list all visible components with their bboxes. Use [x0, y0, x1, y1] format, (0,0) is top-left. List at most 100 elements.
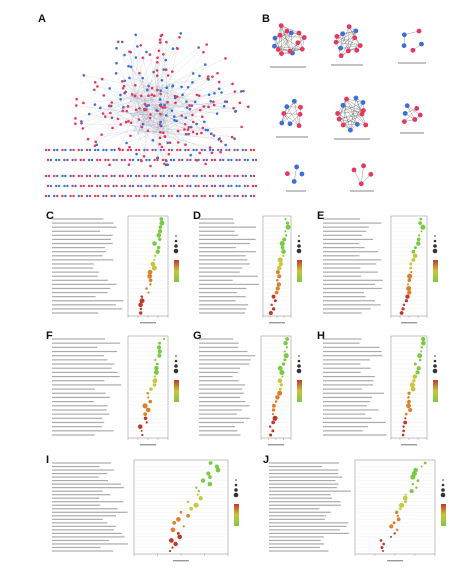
network-node — [152, 70, 155, 74]
term-label — [269, 490, 351, 492]
term-label — [323, 283, 375, 285]
x-axis-label — [140, 444, 156, 446]
term-label — [323, 251, 378, 253]
dyad-node — [241, 194, 244, 198]
network-node — [123, 79, 126, 83]
dyad-node — [254, 158, 258, 162]
size-legend-dot — [297, 359, 301, 363]
enrichment-dot — [147, 291, 150, 294]
term-label — [52, 532, 122, 534]
dyad-node — [236, 194, 239, 198]
module-edge — [407, 105, 421, 116]
network-node — [158, 98, 162, 101]
network-node — [224, 143, 227, 147]
network-node — [181, 93, 184, 97]
term-label — [323, 338, 362, 340]
enrichment-dot — [276, 282, 282, 287]
enrichment-dot — [283, 358, 287, 362]
enrichment-dot — [420, 350, 423, 353]
network-edge — [155, 131, 191, 156]
dyad-node — [110, 174, 113, 178]
network-node — [146, 129, 150, 132]
network-node — [81, 127, 85, 130]
dyad-node — [72, 194, 75, 198]
term-label — [52, 515, 117, 517]
dyad-node — [56, 174, 59, 178]
enrichment-dot — [423, 461, 427, 465]
color-legend — [441, 504, 446, 526]
dyad-node — [77, 148, 80, 152]
size-legend-dot — [173, 248, 179, 254]
term-label — [269, 511, 331, 513]
enrichment-dot — [146, 391, 149, 395]
network-node — [166, 100, 169, 104]
dyad-node — [99, 184, 102, 188]
network-node — [206, 75, 210, 78]
term-label — [323, 222, 382, 224]
dyad-node — [213, 158, 217, 162]
dyad-node — [138, 148, 141, 152]
dyad-node — [94, 174, 97, 178]
module-node — [404, 103, 410, 109]
term-label — [323, 230, 367, 232]
module-caption — [400, 132, 424, 134]
module-edge — [339, 118, 366, 126]
dyad-node — [167, 194, 171, 198]
dyad-node — [205, 184, 208, 188]
term-label — [52, 501, 124, 503]
dyad-node — [162, 148, 165, 152]
dyad-node — [238, 184, 241, 188]
network-node — [157, 49, 161, 53]
network-edge — [109, 109, 160, 165]
module-edge — [342, 105, 363, 115]
term-label — [52, 296, 96, 298]
module-edge — [336, 30, 356, 37]
network-edge — [147, 89, 157, 96]
dyad-node — [131, 158, 135, 162]
dyad-node — [236, 174, 239, 178]
enrichment-dot — [195, 486, 198, 489]
network-node — [100, 77, 104, 81]
network-edge — [130, 47, 199, 103]
dyad-node — [251, 184, 255, 188]
dyad-node — [69, 194, 72, 198]
panel-label-g: G — [193, 330, 202, 342]
term-label — [269, 522, 349, 524]
network-node — [187, 126, 191, 129]
dyad-node — [161, 184, 164, 188]
dyad-node — [154, 148, 157, 152]
network-node — [175, 95, 179, 98]
term-label — [269, 550, 329, 552]
network-node — [109, 111, 112, 115]
term-label — [269, 469, 339, 471]
size-legend-dot — [434, 235, 436, 237]
dyad-node — [243, 158, 246, 162]
term-label — [199, 275, 258, 277]
term-label — [323, 421, 386, 424]
dyad-node — [121, 194, 125, 198]
enrichment-dot — [193, 502, 199, 508]
network-edge — [130, 113, 186, 125]
term-label — [52, 504, 101, 506]
dyad-node — [244, 148, 247, 152]
dyad-node — [121, 174, 125, 178]
network-node — [93, 88, 96, 92]
module-node — [354, 121, 360, 127]
enrichment-dot — [405, 294, 410, 299]
network-node — [165, 86, 169, 90]
dyad-node — [220, 194, 223, 198]
term-label — [199, 350, 248, 353]
dyad-node — [74, 184, 77, 188]
dyad-node — [85, 194, 89, 198]
term-label — [323, 255, 360, 257]
module-node — [401, 43, 407, 49]
term-label — [52, 426, 102, 428]
network-node — [135, 152, 138, 156]
enrichment-dot — [416, 241, 421, 246]
network-node — [145, 88, 149, 92]
dyad-node — [235, 184, 238, 188]
dyad-node — [246, 158, 249, 162]
term-label — [52, 472, 108, 475]
network-node — [150, 93, 154, 97]
dyad-node — [219, 158, 222, 162]
